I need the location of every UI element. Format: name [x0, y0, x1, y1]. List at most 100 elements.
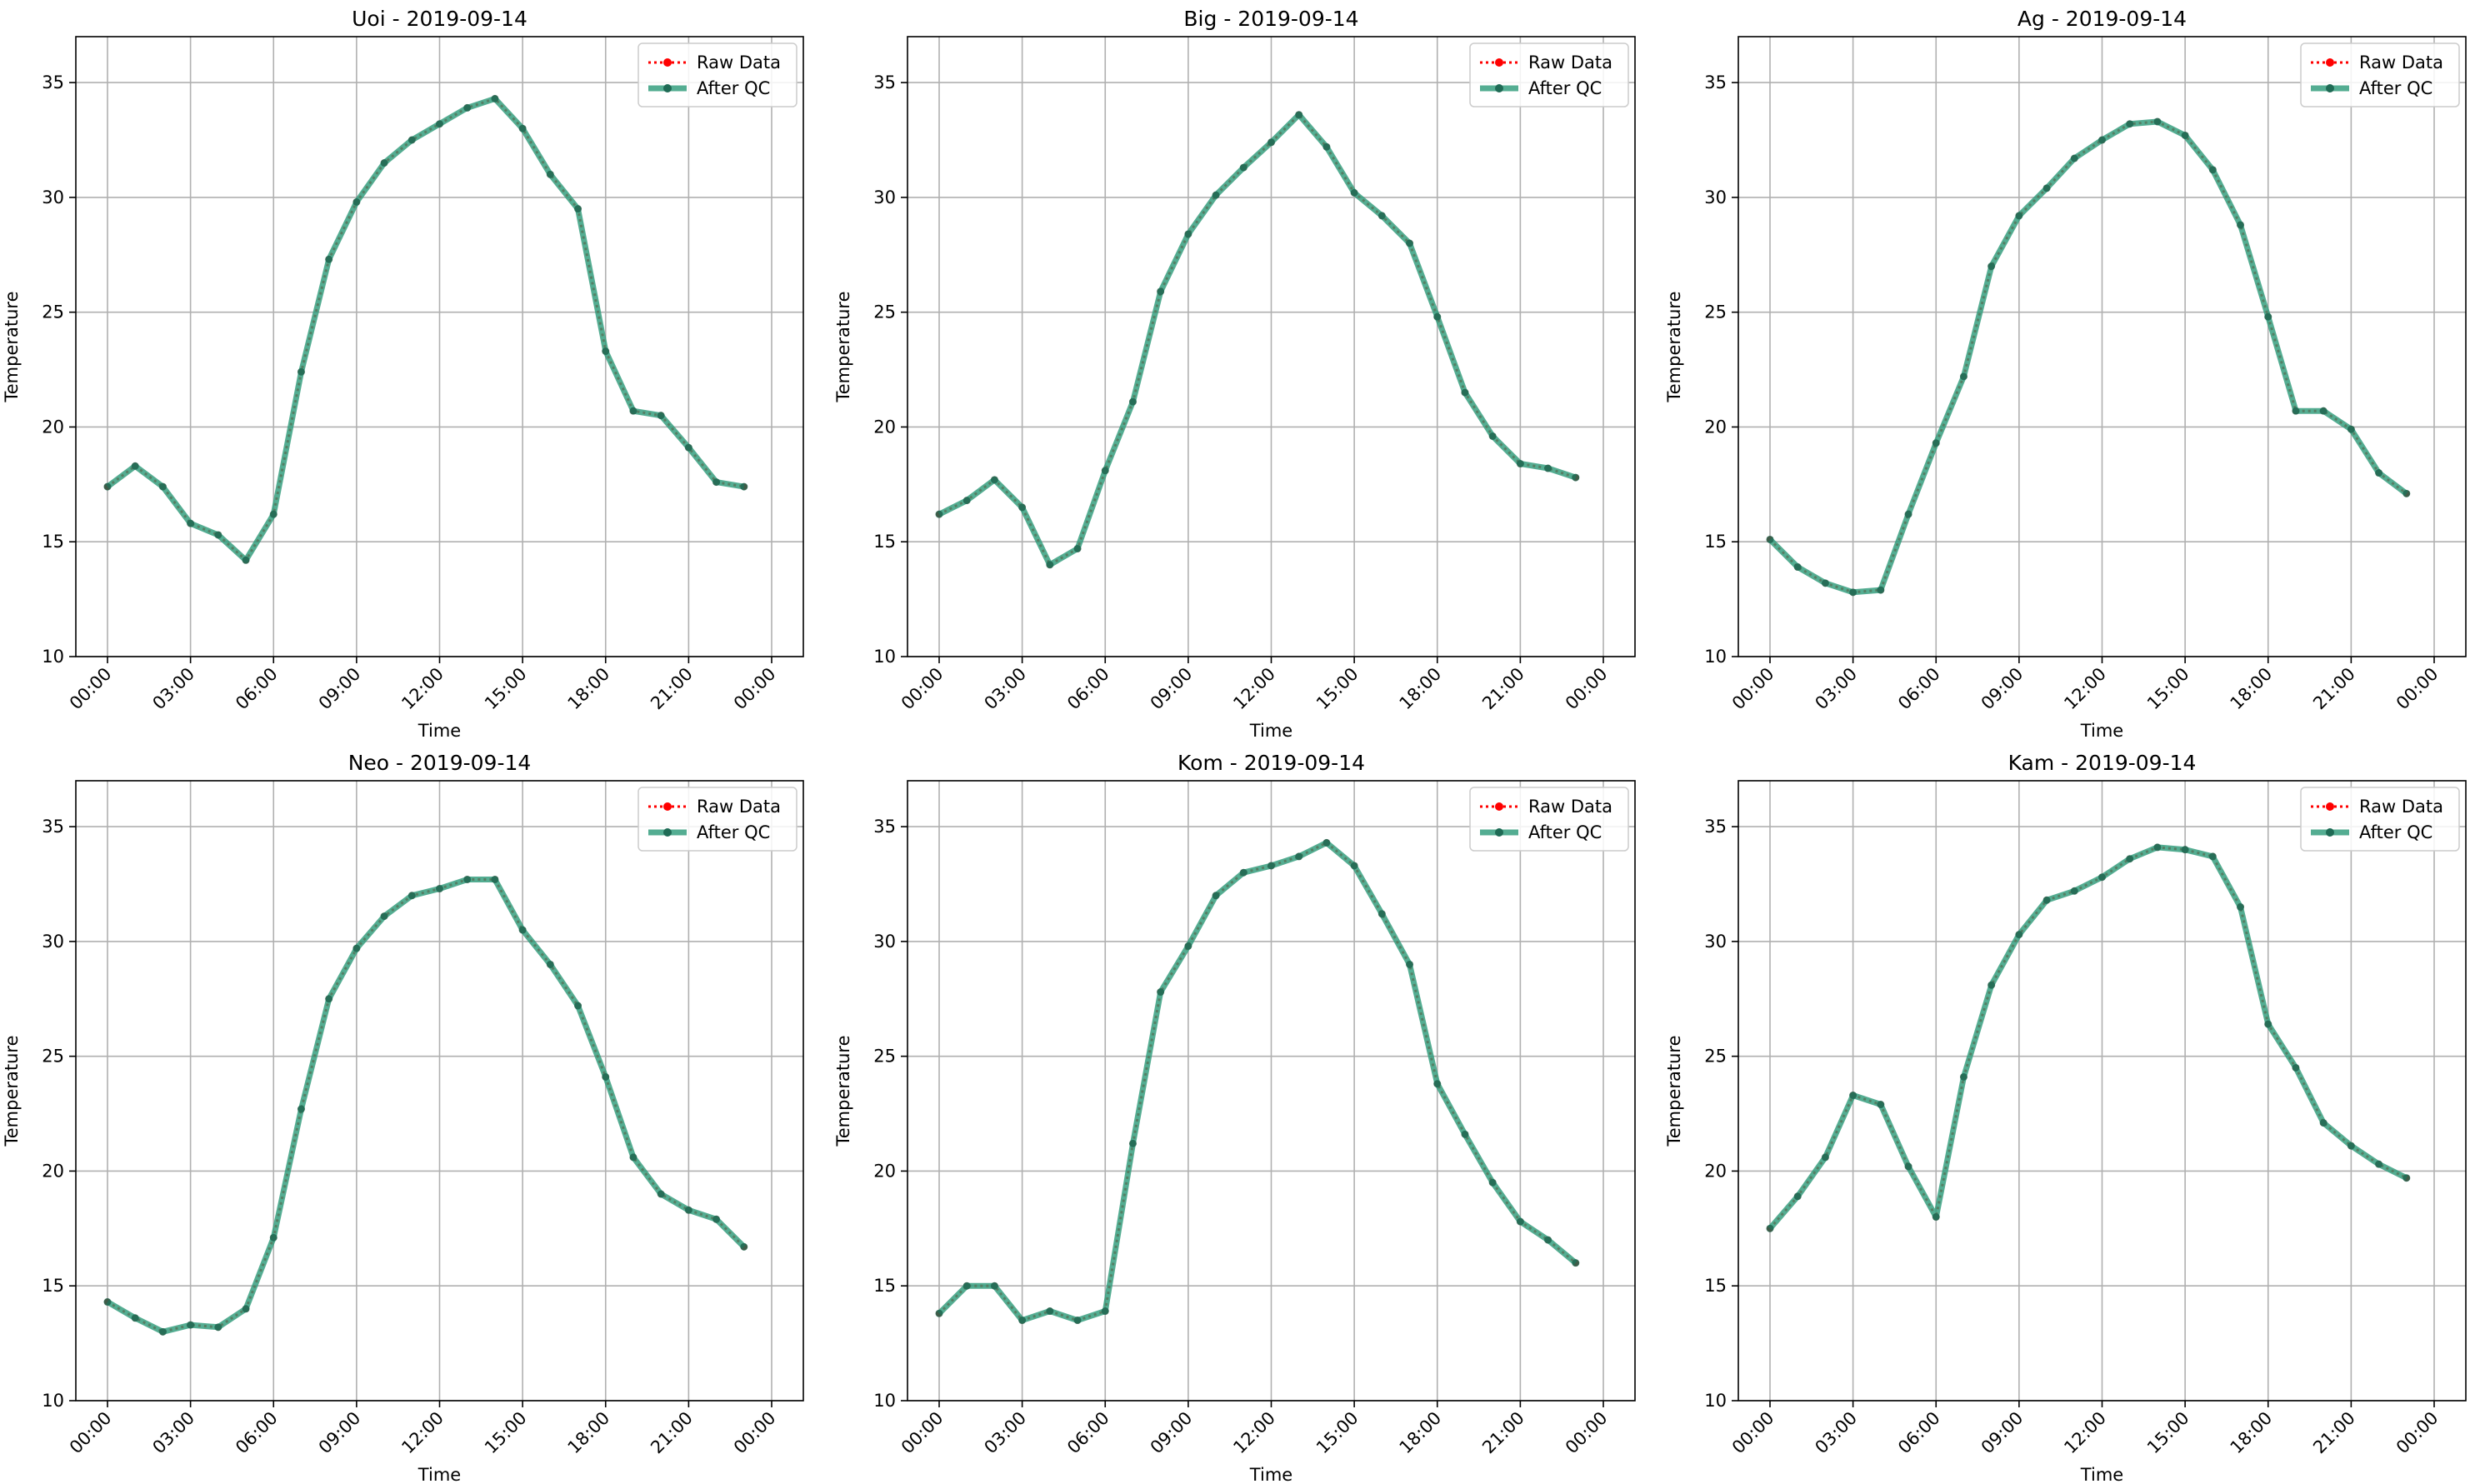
x-tick-label: 00:00: [66, 1408, 116, 1458]
point-qc-9: [1184, 230, 1192, 238]
point-qc-20: [1488, 432, 1497, 440]
point-qc-4: [1046, 1307, 1054, 1316]
point-qc-18: [602, 347, 610, 356]
legend-label-after-qc: After QC: [2359, 78, 2432, 98]
x-tick-label: 18:00: [1396, 1408, 1446, 1458]
x-tick-label: 18:00: [2227, 664, 2277, 714]
point-qc-8: [1157, 287, 1165, 296]
x-tick-label: 15:00: [2143, 664, 2193, 714]
point-qc-9: [2015, 931, 2023, 939]
point-qc-10: [2042, 184, 2051, 192]
legend-label-raw-data: Raw Data: [2359, 797, 2443, 817]
point-qc-10: [380, 159, 388, 167]
point-qc-21: [1516, 1217, 1524, 1226]
y-tick-label: 35: [873, 72, 896, 92]
legend-marker-after-qc: [663, 84, 672, 92]
point-qc-15: [2181, 131, 2189, 139]
y-tick-label: 10: [42, 647, 64, 667]
point-qc-18: [2264, 312, 2272, 321]
x-tick-label: 12:00: [2060, 1408, 2110, 1458]
point-qc-14: [491, 875, 499, 883]
point-qc-17: [574, 205, 582, 213]
y-tick-label: 10: [1704, 647, 1727, 667]
series-line-after-qc: [105, 95, 745, 563]
point-qc-19: [1461, 1130, 1469, 1138]
x-tick-label: 06:00: [1063, 664, 1113, 714]
chart-0-series-1: [103, 94, 748, 564]
point-qc-2: [990, 476, 998, 484]
point-qc-8: [1157, 988, 1165, 997]
x-tick-label: 09:00: [1978, 664, 2028, 714]
x-tick-label: 21:00: [2309, 664, 2359, 714]
point-qc-21: [2347, 1142, 2355, 1150]
chart-1-legend: Raw Data After QC: [1469, 42, 1629, 107]
point-qc-6: [1101, 467, 1109, 475]
point-qc-6: [269, 510, 278, 518]
x-tick-label: 00:00: [898, 1408, 948, 1458]
chart-3-series-1: [103, 875, 748, 1336]
series-line-raw-data: [938, 112, 1577, 567]
x-tick-label: 15:00: [481, 1408, 531, 1458]
chart-5: 10 15 20 25 30 35 00:00 03:00 06:00 09:00 12:00 15:…: [1664, 751, 2467, 1484]
point-qc-12: [2098, 873, 2106, 882]
series-line-after-qc: [1768, 844, 2408, 1231]
point-qc-0: [1766, 1224, 1774, 1232]
point-qc-18: [1433, 1080, 1442, 1088]
y-tick-label: 25: [42, 302, 64, 322]
point-qc-18: [2264, 1020, 2272, 1028]
x-tick-label: 12:00: [398, 664, 448, 714]
point-qc-13: [2126, 120, 2134, 128]
chart-3-legend: Raw Data After QC: [638, 787, 798, 852]
point-qc-6: [1932, 439, 1940, 447]
x-tick-label: 09:00: [1147, 1408, 1197, 1458]
legend-label-raw-data: Raw Data: [697, 52, 781, 72]
point-qc-10: [380, 912, 388, 921]
x-tick-label: 00:00: [2392, 664, 2442, 714]
point-qc-1: [962, 497, 971, 505]
chart-2-series-0: [1767, 117, 2410, 596]
y-tick-label: 20: [42, 417, 64, 437]
chart-0-grid: [76, 37, 803, 657]
y-tick-label: 20: [42, 1161, 64, 1181]
point-qc-3: [187, 1321, 195, 1329]
series-line-raw-data: [107, 97, 745, 562]
point-qc-22: [1544, 1236, 1552, 1244]
y-tick-label: 30: [42, 932, 64, 952]
point-qc-9: [2015, 212, 2023, 220]
x-tick-label: 06:00: [232, 1408, 282, 1458]
point-qc-8: [325, 995, 333, 1003]
point-qc-15: [518, 124, 527, 132]
x-tick-label: 06:00: [1063, 1408, 1113, 1458]
legend-marker-raw-data: [663, 802, 672, 811]
point-qc-22: [2375, 469, 2383, 477]
chart-2-grid: [1738, 37, 2466, 657]
y-tick-label: 25: [42, 1047, 64, 1067]
point-qc-5: [1073, 1317, 1082, 1325]
y-tick-label: 25: [1704, 1047, 1727, 1067]
point-qc-14: [2153, 117, 2162, 126]
y-tick-label: 25: [1704, 302, 1727, 322]
x-tick-label: 00:00: [1728, 1408, 1778, 1458]
point-qc-9: [352, 944, 361, 952]
chart-2: 10 15 20 25 30 35 00:00 03:00 06:00 09:00 12:00 15:…: [1664, 7, 2467, 741]
point-qc-16: [1378, 910, 1386, 918]
legend-label-after-qc: After QC: [697, 78, 770, 98]
chart-4-series-1: [935, 838, 1580, 1325]
y-axis-label: Temperature: [1664, 291, 1684, 402]
point-qc-20: [2319, 407, 2328, 415]
x-tick-label: 09:00: [315, 664, 365, 714]
y-tick-label: 15: [873, 1276, 896, 1296]
point-qc-21: [2347, 425, 2355, 433]
point-qc-17: [2237, 221, 2245, 229]
point-qc-17: [1406, 960, 1414, 968]
point-qc-20: [1488, 1178, 1497, 1187]
point-qc-14: [491, 94, 499, 102]
point-qc-7: [1128, 397, 1137, 406]
chart-3-series-0: [104, 876, 748, 1336]
point-qc-10: [1212, 892, 1220, 900]
point-qc-19: [2292, 1063, 2300, 1072]
point-qc-21: [684, 1206, 692, 1214]
y-tick-label: 35: [1704, 817, 1727, 837]
point-qc-4: [1046, 561, 1054, 569]
chart-0-series-0: [104, 95, 748, 564]
